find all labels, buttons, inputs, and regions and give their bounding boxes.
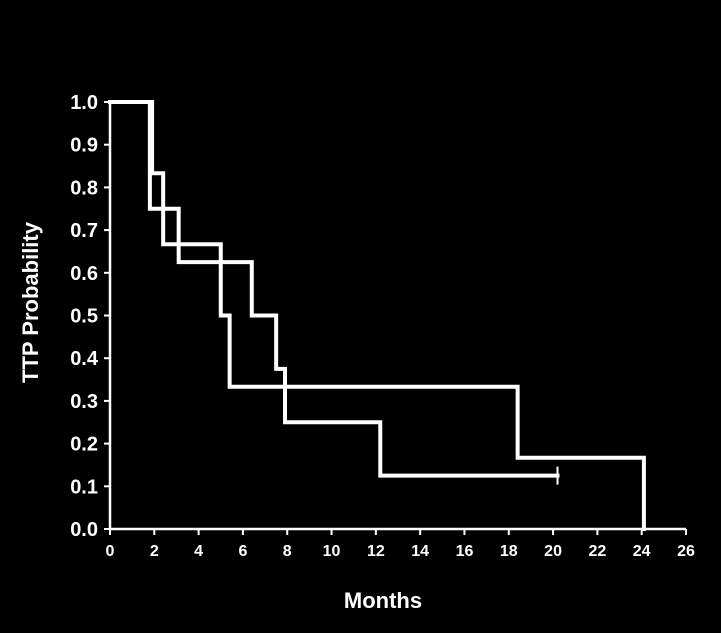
x-axis-title: Months xyxy=(344,588,422,613)
y-tick-label: 0.6 xyxy=(70,263,98,285)
series-1 xyxy=(108,100,646,531)
x-tick-label: 6 xyxy=(238,543,247,560)
y-tick-label: 0.3 xyxy=(70,391,98,413)
y-tick-label: 0.4 xyxy=(70,348,99,370)
y-tick-label: 0.2 xyxy=(70,434,98,456)
km-step-line xyxy=(108,100,646,531)
x-tick-label: 8 xyxy=(283,543,292,560)
km-step-line xyxy=(108,100,560,478)
axes xyxy=(108,102,686,531)
x-ticks: 0 2 4 6 8 10 12 14 16 18 20 22 24 26 xyxy=(106,529,695,560)
series-layer xyxy=(108,100,646,531)
y-tick-label: 0.7 xyxy=(70,220,98,242)
x-tick-label: 2 xyxy=(150,543,159,560)
series-2 xyxy=(108,100,560,485)
x-tick-label: 16 xyxy=(456,543,474,560)
y-tick-label: 1.0 xyxy=(70,92,98,114)
y-tick-label: 0.1 xyxy=(70,476,98,498)
x-tick-label: 14 xyxy=(411,543,429,560)
y-tick-label: 0.0 xyxy=(70,519,98,541)
x-tick-label: 26 xyxy=(677,543,695,560)
x-tick-label: 0 xyxy=(106,543,115,560)
x-tick-label: 12 xyxy=(367,543,385,560)
x-tick-label: 10 xyxy=(323,543,341,560)
y-ticks: 0.0 0.1 0.2 0.3 0.4 0.5 0.6 0.7 0.8 0.9 1.0 xyxy=(70,92,110,541)
x-tick-label: 18 xyxy=(500,543,518,560)
x-tick-label: 4 xyxy=(194,543,203,560)
y-tick-label: 0.5 xyxy=(70,306,98,328)
y-axis-title: TTP Probability xyxy=(18,221,43,383)
y-tick-label: 0.9 xyxy=(70,135,98,157)
y-tick-label: 0.8 xyxy=(70,177,98,199)
x-tick-label: 20 xyxy=(544,543,562,560)
x-tick-label: 22 xyxy=(588,543,606,560)
x-tick-label: 24 xyxy=(633,543,651,560)
